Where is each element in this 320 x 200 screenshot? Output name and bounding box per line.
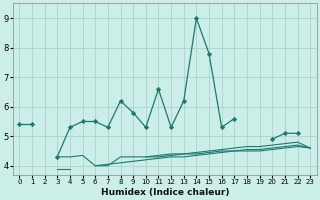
X-axis label: Humidex (Indice chaleur): Humidex (Indice chaleur) (100, 188, 229, 197)
